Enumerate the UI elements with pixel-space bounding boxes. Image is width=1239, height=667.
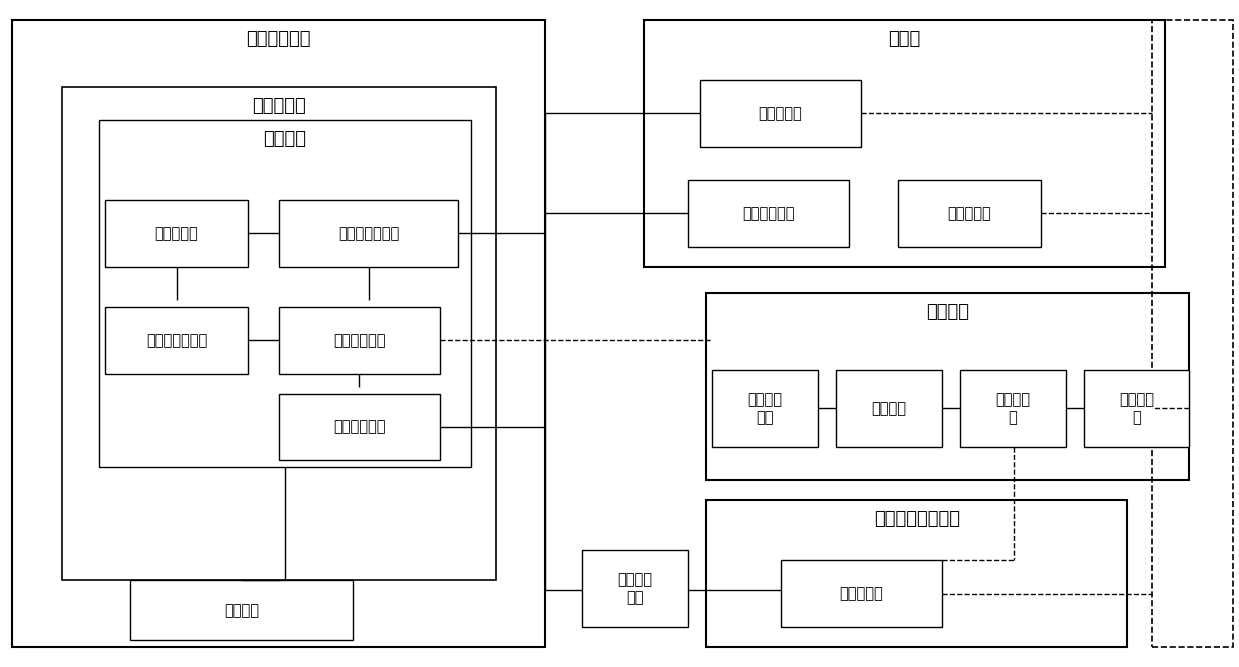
FancyBboxPatch shape xyxy=(279,200,458,267)
Text: 机械臂: 机械臂 xyxy=(888,30,921,48)
Text: 可视化模块: 可视化模块 xyxy=(155,226,198,241)
Text: 计算机工作站: 计算机工作站 xyxy=(247,30,311,48)
Text: 数据处理模块: 数据处理模块 xyxy=(333,333,385,348)
FancyBboxPatch shape xyxy=(644,20,1165,267)
FancyBboxPatch shape xyxy=(836,370,942,447)
Text: 机械臂控制模块: 机械臂控制模块 xyxy=(338,226,399,241)
FancyBboxPatch shape xyxy=(706,500,1127,647)
Text: 控制开关: 控制开关 xyxy=(871,401,907,416)
FancyBboxPatch shape xyxy=(62,87,496,580)
FancyBboxPatch shape xyxy=(279,307,440,374)
FancyBboxPatch shape xyxy=(960,370,1066,447)
Text: 视觉运动捕捉模块: 视觉运动捕捉模块 xyxy=(873,510,960,528)
Text: 红外摄像机: 红外摄像机 xyxy=(839,586,883,601)
Text: 控制软件: 控制软件 xyxy=(264,130,306,148)
Text: 深度摄像
头: 深度摄像 头 xyxy=(1119,392,1155,425)
FancyBboxPatch shape xyxy=(12,20,545,647)
Text: 显示终端: 显示终端 xyxy=(224,603,259,618)
Text: 示教标记
点: 示教标记 点 xyxy=(995,392,1031,425)
FancyBboxPatch shape xyxy=(706,293,1189,480)
Text: 示教装置: 示教装置 xyxy=(927,303,969,321)
FancyBboxPatch shape xyxy=(898,180,1041,247)
FancyBboxPatch shape xyxy=(130,580,353,640)
FancyBboxPatch shape xyxy=(105,307,248,374)
FancyBboxPatch shape xyxy=(105,200,248,267)
FancyBboxPatch shape xyxy=(700,80,861,147)
Text: 计算机主机: 计算机主机 xyxy=(252,97,306,115)
FancyBboxPatch shape xyxy=(582,550,688,627)
Text: 无线通信
模块: 无线通信 模块 xyxy=(747,392,783,425)
FancyBboxPatch shape xyxy=(781,560,942,627)
Text: 机械臂标定模块: 机械臂标定模块 xyxy=(146,333,207,348)
FancyBboxPatch shape xyxy=(712,370,818,447)
Text: 数据交换
设备: 数据交换 设备 xyxy=(617,572,653,605)
Text: 激光控制模块: 激光控制模块 xyxy=(333,420,385,434)
Text: 激光清洗装置: 激光清洗装置 xyxy=(742,206,794,221)
FancyBboxPatch shape xyxy=(279,394,440,460)
Text: 关节标记点: 关节标记点 xyxy=(758,106,803,121)
FancyBboxPatch shape xyxy=(688,180,849,247)
FancyBboxPatch shape xyxy=(1084,370,1189,447)
Text: 深度摄像头: 深度摄像头 xyxy=(948,206,991,221)
FancyBboxPatch shape xyxy=(99,120,471,467)
